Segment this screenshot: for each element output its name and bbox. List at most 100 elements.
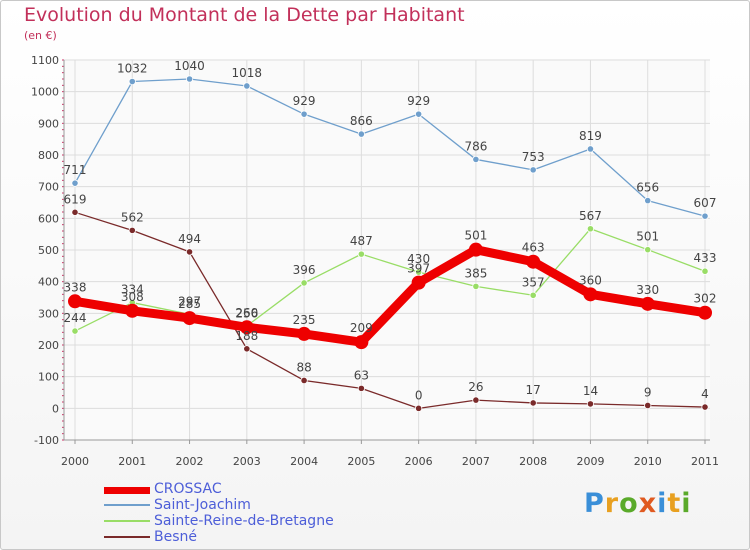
data-label: 567 <box>579 209 602 223</box>
data-label: 188 <box>235 329 258 343</box>
data-point <box>300 279 308 287</box>
data-point <box>71 327 79 335</box>
x-tick-label: 2006 <box>405 455 433 468</box>
data-point <box>297 326 312 341</box>
legend-label: Besné <box>154 529 197 545</box>
data-label: 1032 <box>117 62 148 76</box>
legend-swatch <box>104 536 150 538</box>
y-tick-label: 500 <box>38 244 59 257</box>
data-point <box>640 296 655 311</box>
data-point <box>415 404 423 412</box>
x-tick-label: 2008 <box>519 455 547 468</box>
data-point <box>415 110 423 118</box>
data-point <box>472 396 480 404</box>
data-label: 819 <box>579 129 602 143</box>
data-point <box>354 335 369 350</box>
data-label: 4 <box>701 387 709 401</box>
data-label: 17 <box>526 383 541 397</box>
y-tick-label: 1000 <box>31 86 59 99</box>
legend-label: Saint-Joachim <box>154 497 251 513</box>
data-point <box>239 320 254 335</box>
data-point <box>357 130 365 138</box>
data-point <box>415 268 423 276</box>
data-point <box>583 287 598 302</box>
legend-swatch <box>104 487 150 494</box>
data-point <box>468 242 483 257</box>
x-tick-label: 2000 <box>61 455 89 468</box>
data-point <box>128 77 136 86</box>
data-label: 433 <box>694 251 717 265</box>
data-label: 14 <box>583 384 598 398</box>
data-label: 562 <box>121 210 144 224</box>
y-tick-label: 700 <box>38 181 59 194</box>
data-point <box>586 145 595 153</box>
data-label: 0 <box>415 388 423 402</box>
y-tick-label: 400 <box>38 276 59 289</box>
data-point <box>529 291 537 299</box>
data-point <box>586 225 595 233</box>
data-point <box>182 311 197 326</box>
data-label: 656 <box>636 181 659 195</box>
data-point <box>243 345 251 353</box>
chart-title: Evolution du Montant de la Dette par Hab… <box>24 4 465 26</box>
data-point <box>71 208 79 216</box>
legend-label: CROSSAC <box>154 481 222 497</box>
data-labels: 711 1032 1040 1018 929 866 929 786 753 819 656 607 2… <box>64 59 717 402</box>
x-tick-label: 2009 <box>576 455 604 468</box>
data-label: 9 <box>644 385 652 399</box>
data-label: 753 <box>522 150 545 164</box>
data-label: 397 <box>407 262 430 276</box>
data-label: 334 <box>121 283 144 297</box>
data-label: 1018 <box>232 66 263 80</box>
data-point <box>243 82 251 90</box>
data-label: 88 <box>296 360 311 374</box>
x-tick-label: 2004 <box>290 455 318 468</box>
data-label: 711 <box>64 163 87 177</box>
data-point <box>128 226 136 234</box>
y-tick-label: 100 <box>38 371 59 384</box>
data-point <box>644 246 652 254</box>
data-label: 302 <box>694 292 717 306</box>
series-line <box>74 228 706 332</box>
data-label: 786 <box>464 139 487 153</box>
series-group <box>68 75 712 412</box>
data-label: 487 <box>350 234 373 248</box>
data-point <box>644 401 652 410</box>
y-tick-label: 1100 <box>31 54 59 67</box>
data-label: 260 <box>235 306 258 320</box>
data-label: 360 <box>579 273 602 287</box>
y-tick-label: 0 <box>52 402 59 415</box>
x-tick-label: 2007 <box>462 455 490 468</box>
data-label: 285 <box>178 297 201 311</box>
data-point <box>300 110 308 118</box>
data-label: 396 <box>293 263 316 277</box>
data-point <box>68 294 82 309</box>
data-point <box>529 166 537 174</box>
data-label: 866 <box>350 114 373 128</box>
data-label: 209 <box>350 321 373 335</box>
data-label: 463 <box>522 241 545 255</box>
data-point <box>644 197 652 205</box>
data-label: 63 <box>354 368 369 382</box>
data-label: 430 <box>407 252 430 266</box>
y-tick-label: 600 <box>38 212 59 225</box>
x-tick-labels: 2000 2001 2002 2003 2004 2005 2006 2007 2008 2009… <box>61 455 719 468</box>
data-label: 929 <box>293 94 316 108</box>
y-tick-label: 200 <box>38 339 59 352</box>
series-line <box>70 245 710 347</box>
data-label: 929 <box>407 94 430 108</box>
data-point <box>411 275 426 290</box>
x-tick-label: 2010 <box>634 455 662 468</box>
data-point <box>698 305 712 320</box>
y-tick-label: 900 <box>38 117 59 130</box>
data-label: 235 <box>293 313 316 327</box>
data-point <box>586 400 595 408</box>
data-label: 338 <box>64 280 87 294</box>
x-tick-label: 2005 <box>347 455 375 468</box>
axes <box>62 59 710 444</box>
data-point <box>71 179 79 187</box>
legend-swatch <box>104 504 150 506</box>
x-tick-label: 2002 <box>176 455 204 468</box>
data-label: 607 <box>694 196 717 210</box>
proxiti-logo: Proxiti <box>584 488 692 519</box>
